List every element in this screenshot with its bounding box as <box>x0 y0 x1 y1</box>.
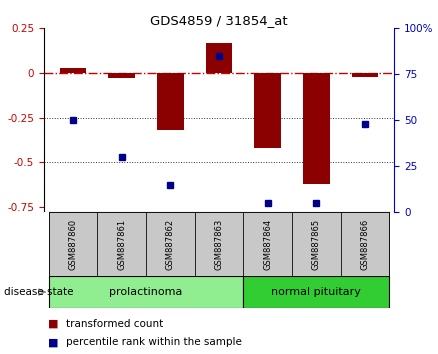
Text: GSM887860: GSM887860 <box>68 219 78 270</box>
Title: GDS4859 / 31854_at: GDS4859 / 31854_at <box>150 14 288 27</box>
Text: GSM887865: GSM887865 <box>312 219 321 270</box>
Text: GSM887866: GSM887866 <box>360 219 370 270</box>
Bar <box>49 212 97 276</box>
Bar <box>303 73 330 184</box>
Text: disease state: disease state <box>4 287 74 297</box>
Bar <box>292 212 341 276</box>
Bar <box>205 42 233 73</box>
Bar <box>254 73 281 148</box>
Text: GSM887861: GSM887861 <box>117 219 126 270</box>
Bar <box>157 73 184 130</box>
Text: ■: ■ <box>48 319 59 329</box>
Bar <box>97 212 146 276</box>
Bar <box>341 212 389 276</box>
Bar <box>60 68 86 73</box>
Bar <box>108 73 135 78</box>
Text: normal pituitary: normal pituitary <box>272 287 361 297</box>
Bar <box>194 212 244 276</box>
Text: GSM887864: GSM887864 <box>263 219 272 270</box>
Bar <box>352 73 378 76</box>
Text: percentile rank within the sample: percentile rank within the sample <box>66 337 242 348</box>
Text: ■: ■ <box>48 337 59 348</box>
Text: GSM887862: GSM887862 <box>166 219 175 270</box>
Bar <box>146 212 194 276</box>
Bar <box>49 276 244 308</box>
Text: prolactinoma: prolactinoma <box>110 287 183 297</box>
Bar <box>244 276 389 308</box>
Bar <box>244 212 292 276</box>
Text: transformed count: transformed count <box>66 319 163 329</box>
Text: GSM887863: GSM887863 <box>215 219 223 270</box>
